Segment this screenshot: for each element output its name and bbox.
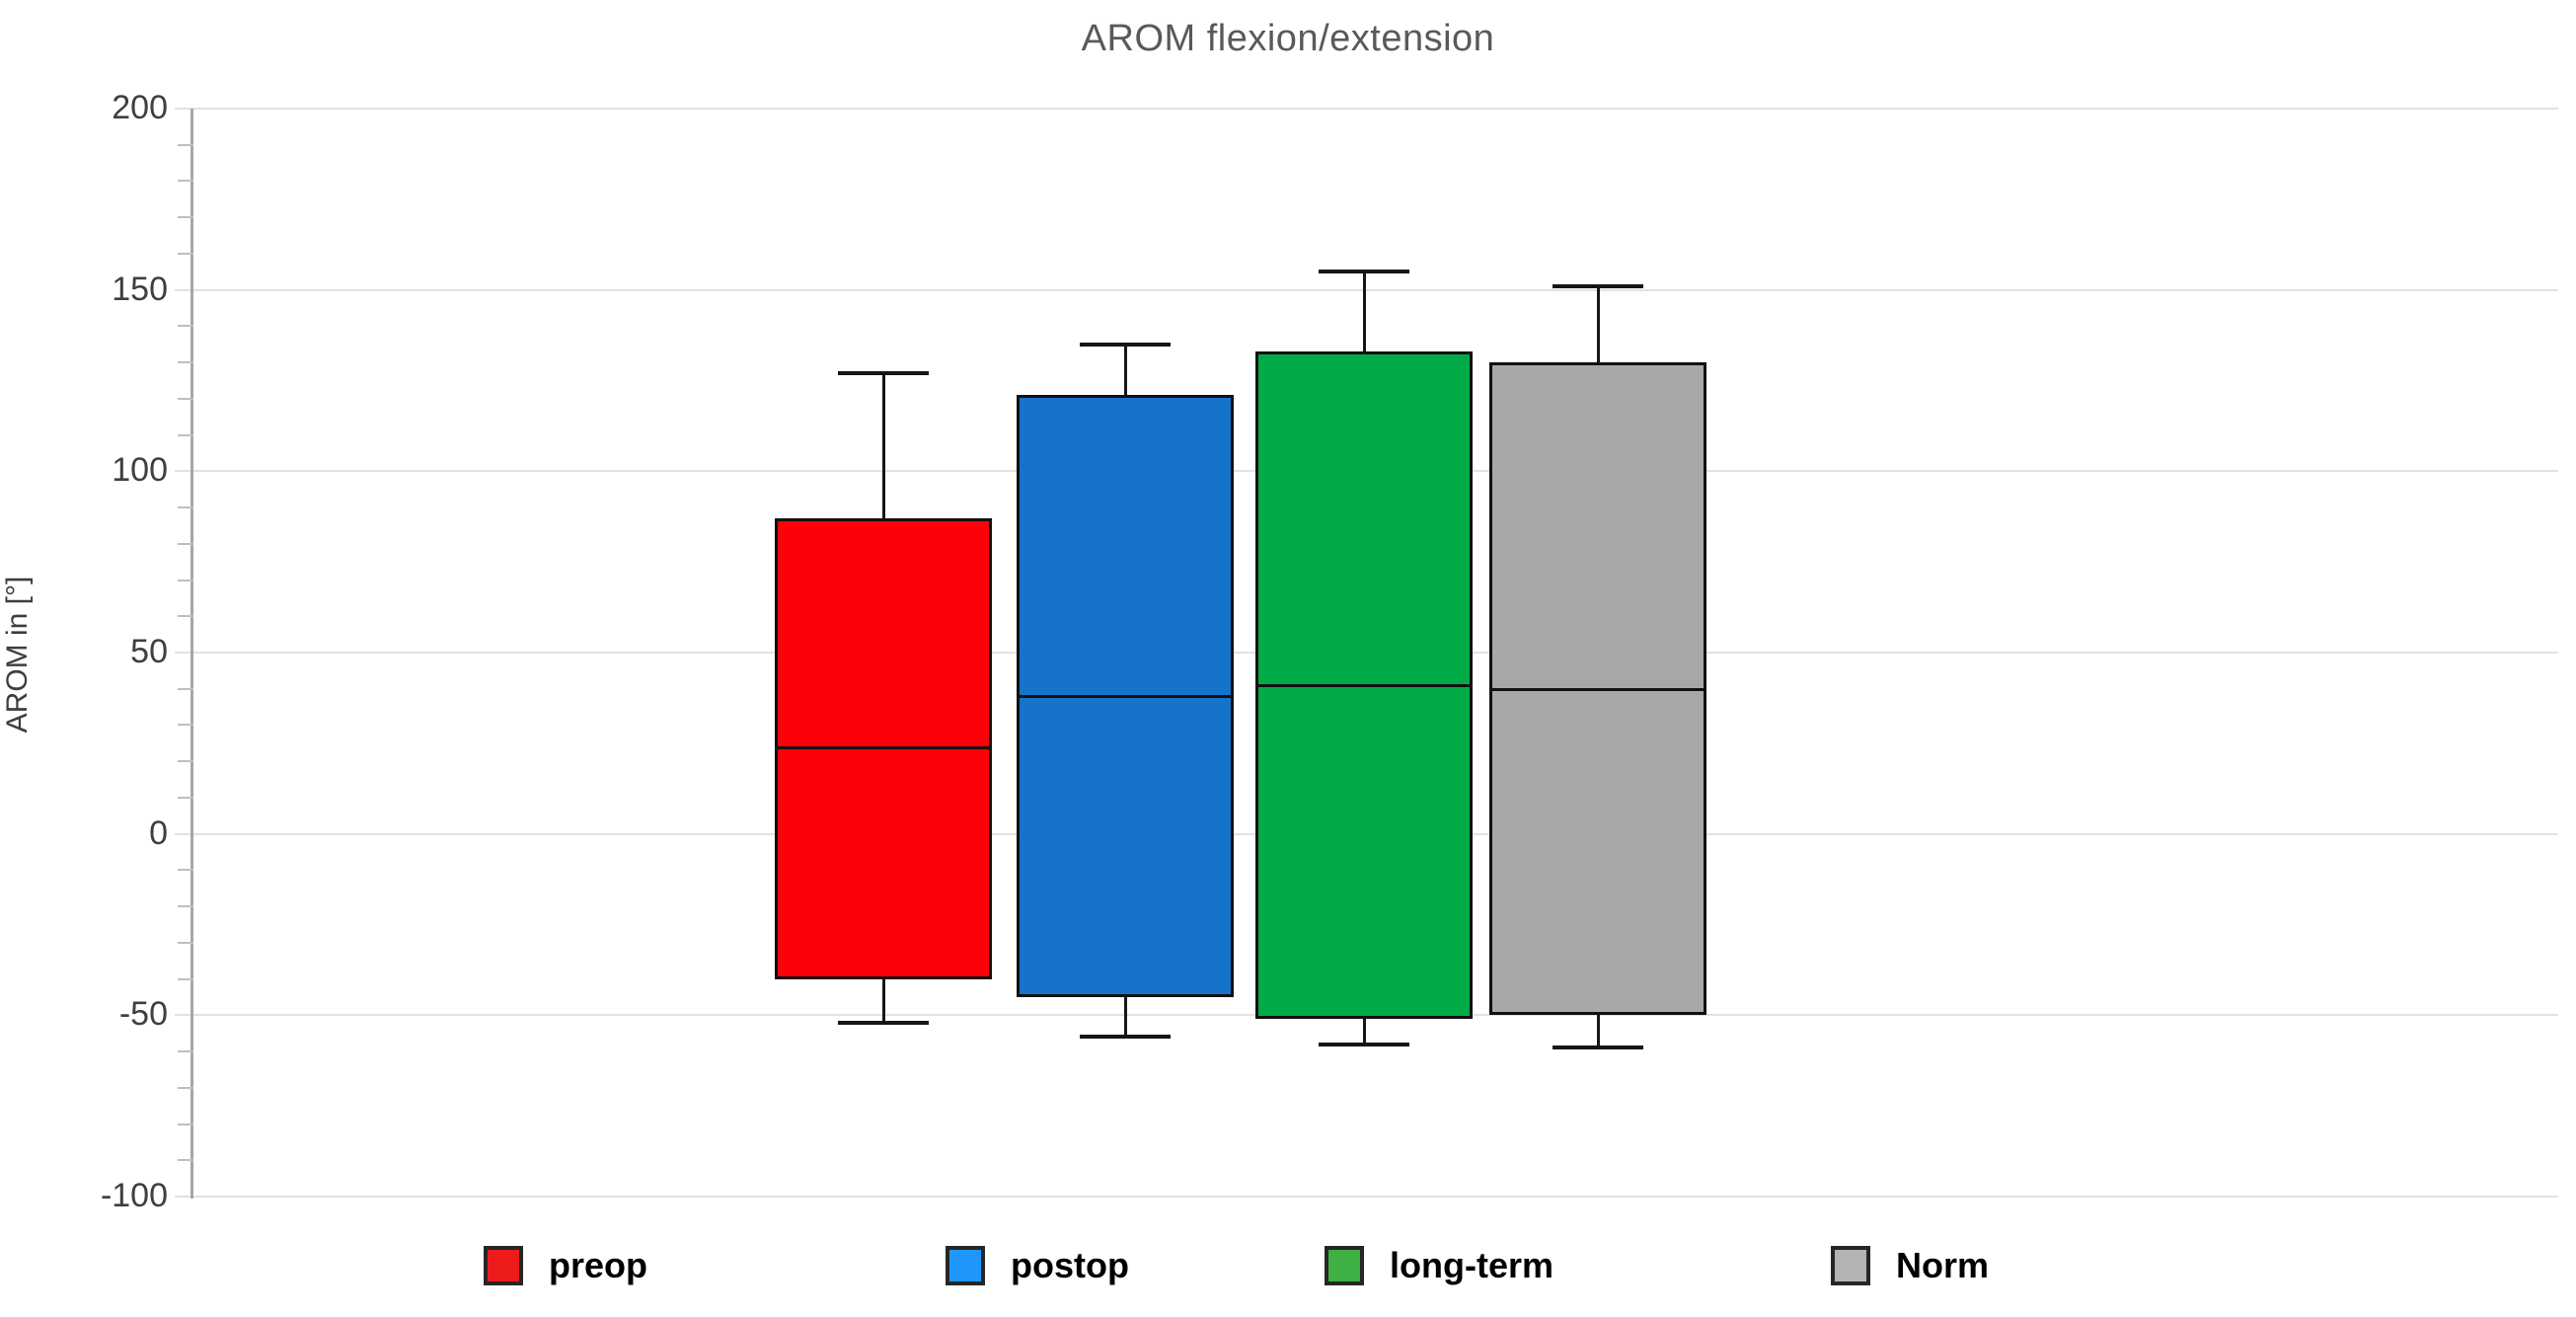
whisker-lower-postop: [1124, 996, 1127, 1038]
chart-title: AROM flexion/extension: [1081, 18, 1495, 59]
gridline--100: [175, 1196, 2558, 1198]
y-minor-tick: [178, 1159, 193, 1162]
y-minor-tick: [178, 615, 193, 618]
whisker-cap-max-preop: [838, 371, 929, 376]
y-axis-line: [190, 109, 193, 1199]
y-minor-tick: [178, 143, 193, 146]
y-minor-tick: [178, 1123, 193, 1125]
whisker-upper-postop: [1124, 344, 1127, 396]
y-minor-tick: [178, 361, 193, 364]
y-minor-tick: [178, 325, 193, 328]
legend-label-preop: preop: [549, 1245, 648, 1285]
whisker-cap-max-postop: [1080, 342, 1171, 347]
y-minor-tick: [178, 1050, 193, 1053]
y-minor-tick: [178, 905, 193, 908]
y-minor-tick: [178, 941, 193, 944]
y-axis-label: AROM in [°]: [1, 576, 34, 734]
y-minor-tick: [178, 180, 193, 183]
legend-swatch-postop: [946, 1246, 985, 1285]
whisker-lower-long-term: [1363, 1019, 1366, 1045]
y-tick-label: -50: [118, 995, 168, 1034]
whisker-cap-min-preop: [838, 1020, 929, 1025]
gridline-200: [175, 108, 2558, 110]
legend-label-postop: postop: [1011, 1245, 1129, 1285]
median-Norm: [1489, 687, 1706, 691]
whisker-lower-preop: [882, 978, 885, 1023]
y-minor-tick: [178, 687, 193, 690]
y-minor-tick: [178, 724, 193, 727]
y-minor-tick: [178, 433, 193, 436]
y-minor-tick: [178, 869, 193, 872]
y-minor-tick: [178, 1086, 193, 1089]
legend-swatch-Norm: [1831, 1246, 1870, 1285]
y-minor-tick: [178, 506, 193, 509]
legend-label-long-term: long-term: [1390, 1245, 1553, 1285]
y-tick-label: 200: [112, 89, 168, 126]
whisker-lower-Norm: [1597, 1015, 1600, 1048]
y-minor-tick: [178, 579, 193, 581]
y-minor-tick: [178, 760, 193, 763]
whisker-cap-max-long-term: [1319, 270, 1409, 274]
legend-swatch-preop: [484, 1246, 523, 1285]
whisker-cap-min-long-term: [1319, 1042, 1409, 1046]
y-minor-tick: [178, 252, 193, 255]
y-minor-tick: [178, 397, 193, 400]
y-minor-tick: [178, 977, 193, 980]
y-tick-label: 100: [112, 451, 168, 490]
whisker-upper-Norm: [1597, 285, 1600, 363]
whisker-cap-min-Norm: [1553, 1046, 1643, 1050]
legend-label-Norm: Norm: [1896, 1245, 1990, 1285]
whisker-upper-long-term: [1363, 271, 1366, 352]
y-tick-label: 50: [130, 633, 168, 670]
whisker-cap-min-postop: [1080, 1035, 1171, 1040]
y-tick-label: 0: [149, 813, 168, 852]
y-minor-tick: [178, 542, 193, 545]
y-minor-tick: [178, 796, 193, 799]
y-tick-label: -100: [100, 1177, 168, 1214]
whisker-upper-preop: [882, 373, 885, 519]
median-preop: [775, 745, 992, 749]
whisker-cap-max-Norm: [1553, 283, 1643, 288]
gridline-150: [175, 288, 2558, 291]
y-minor-tick: [178, 216, 193, 219]
median-postop: [1017, 695, 1234, 699]
y-tick-label: 150: [112, 270, 168, 308]
legend-swatch-long-term: [1325, 1246, 1364, 1285]
median-long-term: [1255, 684, 1473, 688]
